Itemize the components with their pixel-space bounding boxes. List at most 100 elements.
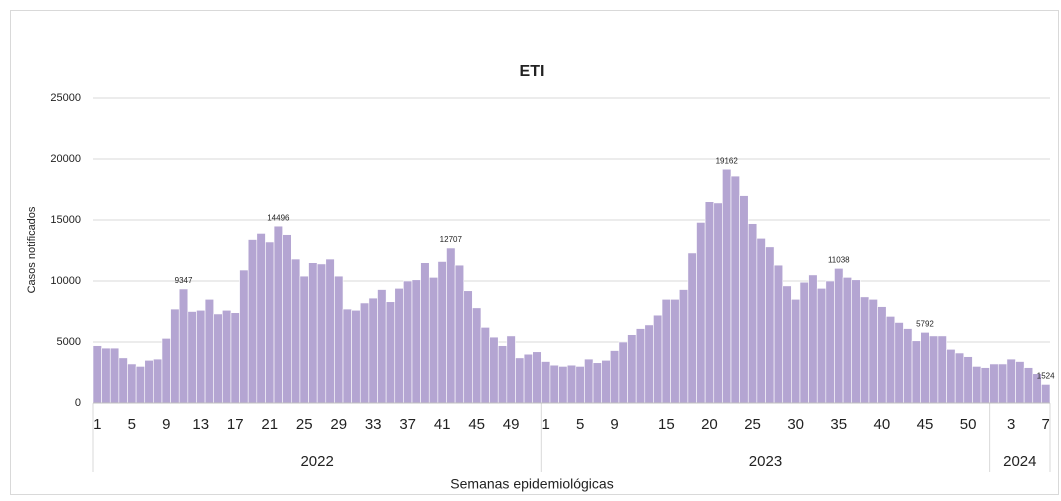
data-label: 9347 [175,276,193,285]
bar [316,263,327,404]
bar [911,340,921,404]
bar [980,367,990,404]
bar [368,297,378,404]
bar [385,301,396,404]
x-tick-label: 40 [874,416,891,433]
data-label: 11038 [828,255,850,264]
x-tick-label: 21 [261,416,278,433]
bar [196,309,206,404]
bar [204,298,215,404]
bar [851,279,861,404]
data-label: 12707 [440,235,463,244]
group-label: 2023 [749,453,782,470]
bar [497,345,508,404]
bar [454,264,465,404]
bar [963,356,973,404]
bar [592,362,602,404]
bar [678,289,689,404]
bar [713,202,723,404]
bar [178,288,189,404]
bar [325,258,335,404]
bar [411,279,421,404]
bar [747,223,758,404]
chart-frame [10,10,1059,495]
y-tick-label: 15000 [50,214,81,226]
x-tick-label: 30 [787,416,804,433]
bar [704,201,715,404]
x-tick-label: 49 [503,416,520,433]
bar [523,353,534,404]
bar [437,261,447,404]
group-label: 2022 [300,453,333,470]
bar [118,357,128,404]
x-tick-label: 13 [192,416,209,433]
bar [1041,384,1051,404]
bar [920,332,930,404]
bar [842,277,853,404]
bar [472,307,482,404]
bar [928,335,939,404]
x-tick-label: 45 [917,416,934,433]
x-tick-label: 3 [1007,416,1015,433]
bar [532,351,542,404]
bar [515,357,525,404]
bar [342,308,352,404]
bar [239,269,249,404]
bar [308,262,318,404]
bar [997,363,1008,404]
bar [782,285,792,404]
bar [290,258,301,404]
bar [558,366,568,404]
bar [1015,361,1025,404]
y-tick-label: 20000 [50,153,81,165]
bar [687,252,697,404]
bar [808,274,818,404]
bar [359,302,370,404]
bar [696,222,706,404]
bar [635,328,646,404]
bar [273,225,283,404]
x-tick-label: 45 [468,416,485,433]
x-tick-label: 20 [701,416,718,433]
bar [351,309,361,404]
data-label: 1524 [1037,372,1055,381]
bar [627,334,637,404]
bar [937,335,947,404]
bar [816,288,827,404]
bar [299,275,309,404]
bar [791,298,801,404]
bar [834,268,844,404]
bar [773,264,784,404]
bar [566,364,577,404]
x-tick-label: 9 [610,416,618,433]
bar [428,277,439,404]
y-tick-label: 5000 [57,336,81,348]
bar [868,298,878,404]
x-tick-label: 7 [1042,416,1050,433]
bar [885,316,896,404]
bar [670,298,680,404]
bar [609,350,620,404]
x-tick-label: 41 [434,416,451,433]
bar [739,195,749,404]
bar [135,366,146,404]
x-tick-label: 15 [658,416,675,433]
x-axis-title: Semanas epidemiológicas [450,476,613,492]
data-label: 14496 [267,213,290,222]
bar [403,280,413,404]
bar [187,311,197,404]
bar [480,327,490,404]
bar [1006,358,1016,404]
x-tick-label: 33 [365,416,382,433]
x-tick-label: 50 [960,416,977,433]
bar [92,345,102,404]
group-label: 2024 [1003,453,1036,470]
x-tick-label: 35 [830,416,847,433]
chart-title: ETI [520,63,545,80]
bar [877,306,887,404]
y-tick-label: 10000 [50,275,81,287]
x-tick-label: 25 [296,416,313,433]
bar [575,366,585,404]
bar [860,296,870,404]
bar [506,335,516,404]
